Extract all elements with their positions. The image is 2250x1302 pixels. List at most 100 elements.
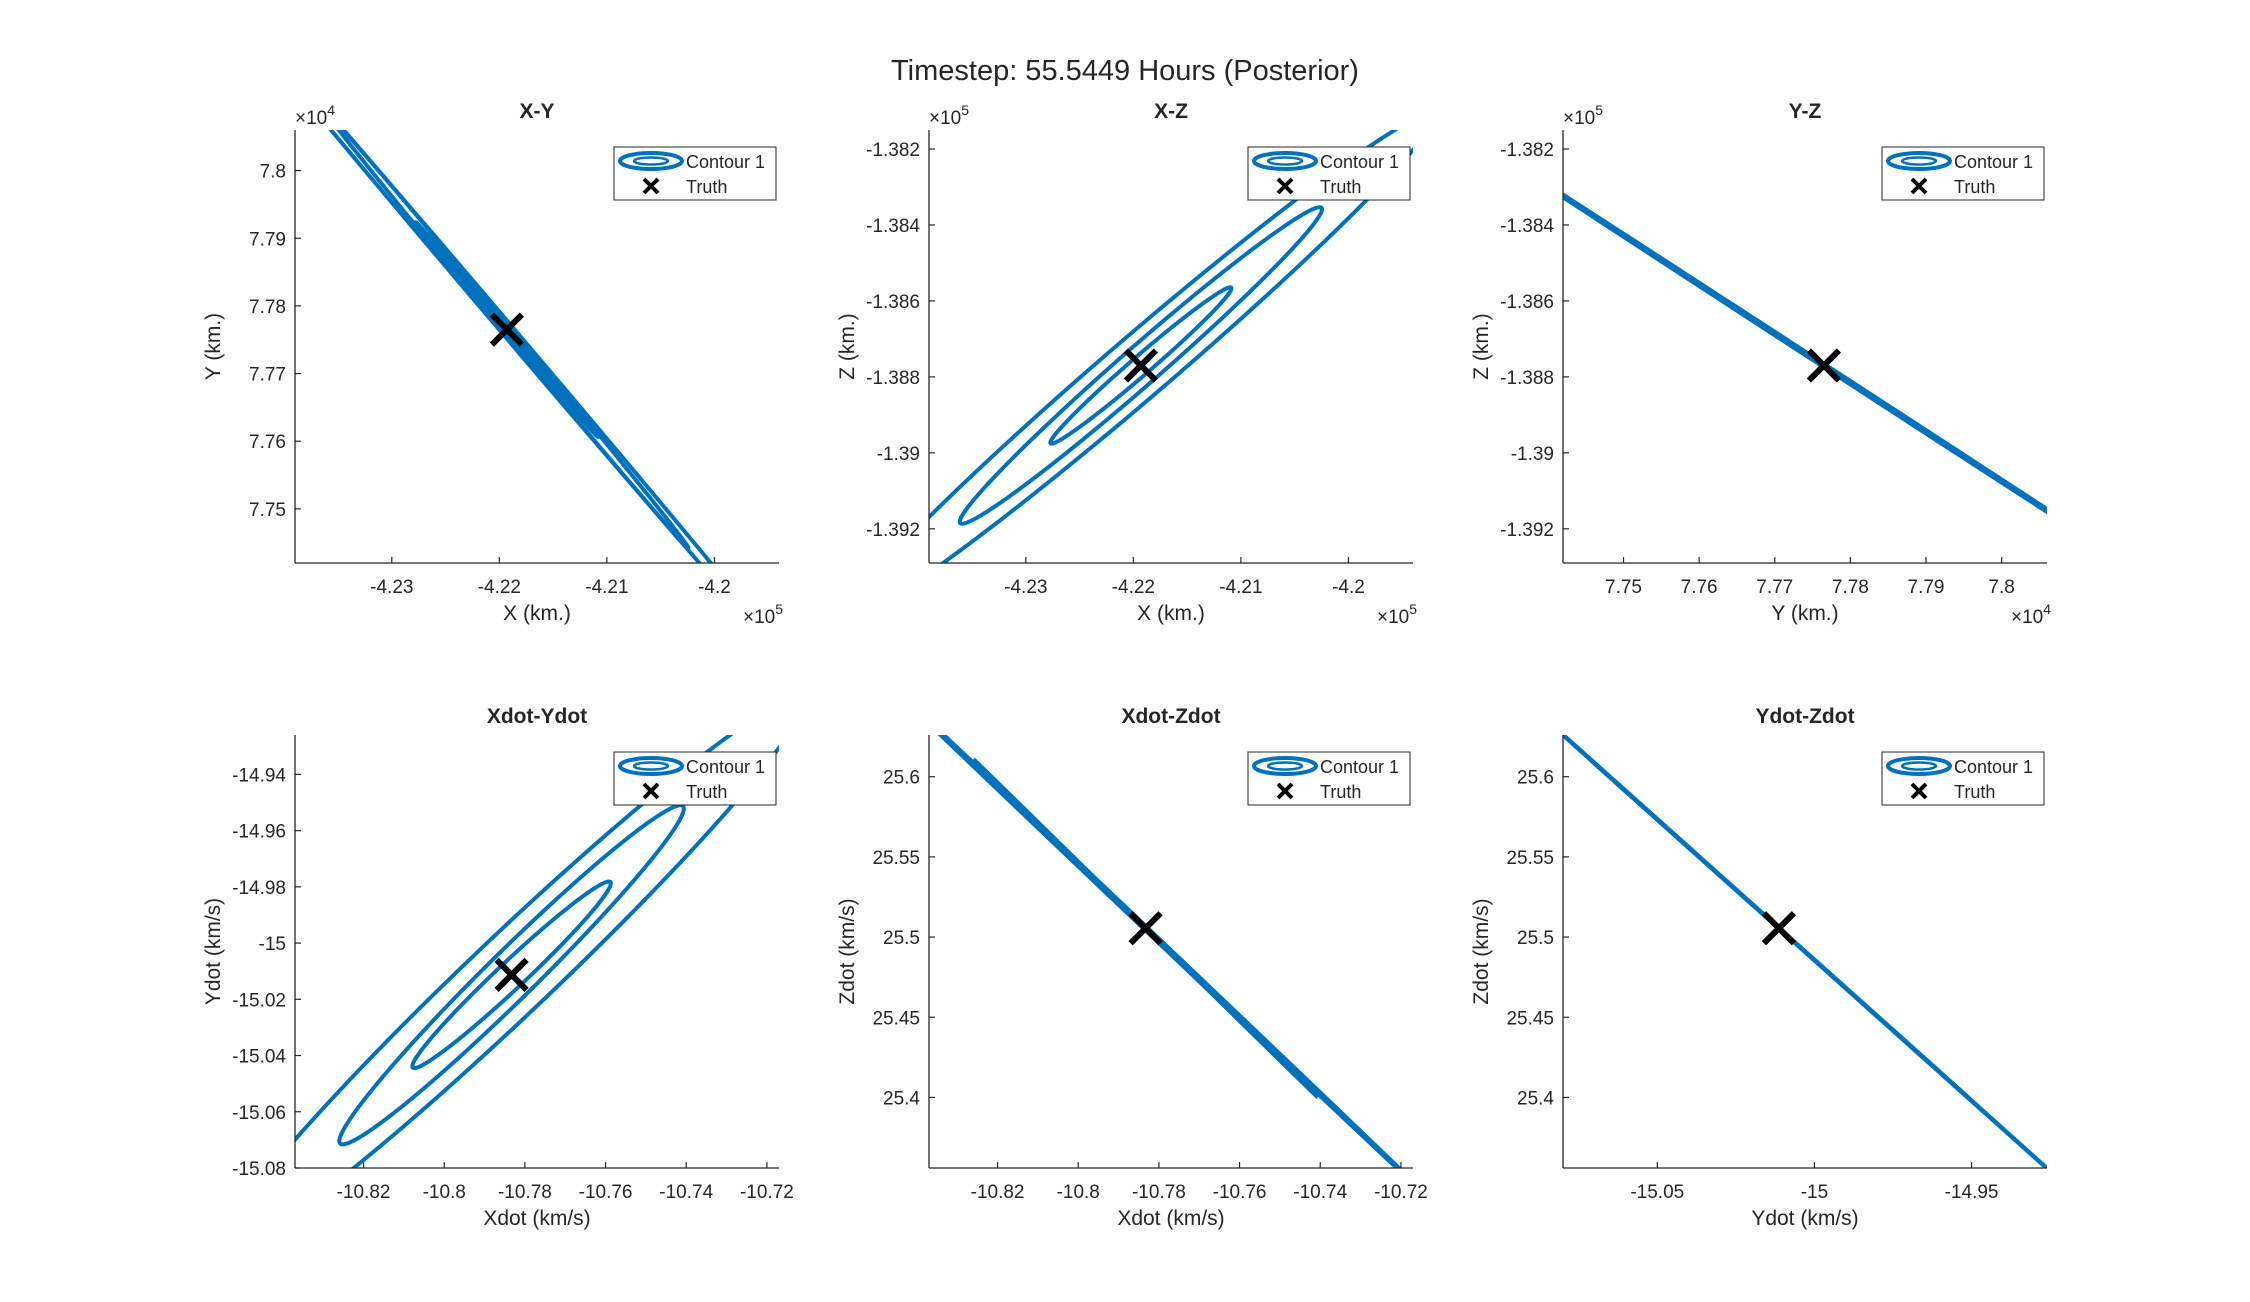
- y-axis-label: Y (km.): [202, 313, 225, 380]
- legend-label: Contour 1: [1320, 757, 1399, 777]
- x-tick-label: -14.95: [1945, 1182, 1999, 1203]
- contour-group: [1563, 735, 2047, 1168]
- x-tick-label: -4.22: [478, 577, 521, 598]
- legend-label: Contour 1: [686, 757, 765, 777]
- legend: Contour 1 Truth: [613, 751, 777, 806]
- x-tick-label: -4.23: [370, 577, 413, 598]
- legend-contour-swatch: [618, 756, 684, 776]
- y-exponent-label: ×104: [295, 102, 335, 129]
- legend: Contour 1 Truth: [1881, 751, 2045, 806]
- subplot-title: Xdot-Ydot: [487, 705, 587, 728]
- subplot-xdot-zdot: -10.82 -10.8 -10.78 -10.76 -10.74 -10.72 25.4 2…: [836, 705, 1428, 1230]
- y-tick-label: -1.384: [1500, 216, 1554, 237]
- x-tick-label: 7.79: [1908, 577, 1945, 598]
- x-axis-label: Y (km.): [1771, 602, 1838, 625]
- contour-ellipse-2: [337, 803, 686, 1147]
- contour-group: [929, 130, 1413, 563]
- y-tick-label: -1.39: [1511, 444, 1554, 465]
- x-axis-label: X (km.): [503, 602, 571, 625]
- y-tick-label: -1.384: [866, 216, 920, 237]
- x-tick-label: -15: [1801, 1182, 1828, 1203]
- y-axis-label: Ydot (km/s): [202, 898, 225, 1005]
- y-tick-label: 7.77: [249, 365, 286, 386]
- x-axis-label: X (km.): [1137, 602, 1205, 625]
- truth-marker: [1761, 911, 1797, 946]
- contour-ellipse-3: [1563, 192, 2047, 515]
- x-tick-label: 7.76: [1681, 577, 1718, 598]
- legend-truth-swatch: [1910, 177, 1928, 195]
- y-tick-label: 25.45: [872, 1008, 920, 1029]
- truth-marker: [1806, 348, 1842, 383]
- y-tick-label: -14.94: [232, 765, 286, 786]
- legend-truth-swatch: [642, 177, 660, 195]
- contour-group: [328, 130, 714, 563]
- contour-ellipse-2: [957, 205, 1325, 526]
- y-tick-label: -1.386: [1500, 292, 1554, 313]
- legend-label: Truth: [1320, 782, 1361, 802]
- legend: Contour 1 Truth: [1881, 146, 2045, 201]
- y-tick-label: 25.5: [883, 928, 920, 949]
- subplot-title: Xdot-Zdot: [1121, 705, 1220, 728]
- y-exponent-label: ×105: [1563, 102, 1603, 129]
- legend-contour-swatch: [1252, 151, 1318, 171]
- x-axis-label: Ydot (km/s): [1751, 1207, 1858, 1230]
- subplot-title: X-Y: [519, 100, 554, 123]
- x-tick-label: 7.8: [1988, 577, 2014, 598]
- y-tick-label: 7.8: [260, 162, 286, 183]
- legend-truth-swatch: [1276, 782, 1294, 800]
- subplot-title: X-Z: [1154, 100, 1188, 123]
- y-tick-label: 25.6: [1517, 768, 1554, 789]
- x-tick-label: -10.82: [971, 1182, 1025, 1203]
- y-tick-label: -15.08: [232, 1159, 286, 1180]
- x-exponent-label: ×105: [743, 601, 783, 628]
- x-tick-label: -4.23: [1004, 577, 1047, 598]
- y-axis-label: Z (km.): [836, 313, 859, 379]
- x-tick-label: -10.74: [1293, 1182, 1347, 1203]
- x-tick-label: -4.2: [1332, 577, 1365, 598]
- y-tick-label: 7.79: [249, 229, 286, 250]
- x-axis-label: Xdot (km/s): [483, 1207, 590, 1230]
- y-tick-label: 25.4: [1517, 1088, 1554, 1109]
- legend-contour-swatch: [1886, 756, 1952, 776]
- legend-truth-swatch: [642, 782, 660, 800]
- x-tick-label: -4.22: [1112, 577, 1155, 598]
- subplot-x-z: -4.23 -4.22 -4.21 -4.2 -1.392 -1.39 -1.388 -1.3…: [836, 100, 1417, 628]
- x-tick-label: -10.82: [337, 1182, 391, 1203]
- legend-label: Truth: [686, 782, 727, 802]
- legend-contour-swatch: [1252, 756, 1318, 776]
- y-axis-label: Zdot (km/s): [836, 898, 859, 1004]
- y-tick-label: 7.78: [249, 297, 286, 318]
- x-tick-label: -10.78: [498, 1182, 552, 1203]
- legend-contour-swatch: [1886, 151, 1952, 171]
- x-tick-label: -10.72: [1374, 1182, 1428, 1203]
- y-tick-label: -1.382: [1500, 140, 1554, 161]
- y-tick-label: 25.5: [1517, 928, 1554, 949]
- y-tick-label: -15.06: [232, 1103, 286, 1124]
- legend: Contour 1 Truth: [1247, 146, 1411, 201]
- x-tick-label: -10.8: [1057, 1182, 1100, 1203]
- truth-marker: [1128, 911, 1163, 946]
- contour-ellipse-3: [328, 130, 714, 563]
- x-tick-label: -10.78: [1132, 1182, 1186, 1203]
- y-tick-label: -14.96: [232, 822, 286, 843]
- legend-label: Truth: [1320, 177, 1361, 197]
- legend: Contour 1 Truth: [613, 146, 777, 201]
- subplot-title: Ydot-Zdot: [1755, 705, 1854, 728]
- legend-label: Contour 1: [1954, 152, 2033, 172]
- x-tick-label: -15.05: [1630, 1182, 1684, 1203]
- y-tick-label: -1.392: [1500, 520, 1554, 541]
- contour-group: [1563, 192, 2047, 515]
- legend-label: Contour 1: [1954, 757, 2033, 777]
- contour-group: [937, 735, 1402, 1168]
- y-tick-label: -1.382: [866, 140, 920, 161]
- legend: Contour 1 Truth: [1247, 751, 1411, 806]
- subplot-xdot-ydot: -10.82 -10.8 -10.78 -10.76 -10.74 -10.72 -15.0…: [202, 705, 794, 1230]
- y-tick-label: 25.6: [883, 768, 920, 789]
- legend-label: Truth: [1954, 782, 1995, 802]
- x-exponent-label: ×105: [1377, 601, 1417, 628]
- y-tick-label: -15.02: [232, 990, 286, 1011]
- y-tick-label: -1.386: [866, 292, 920, 313]
- subplot-ydot-zdot: -15.05 -15 -14.95 25.4 25.45 25.5 25.55 25.6 Ydo…: [1470, 705, 2047, 1230]
- y-tick-label: -1.392: [866, 520, 920, 541]
